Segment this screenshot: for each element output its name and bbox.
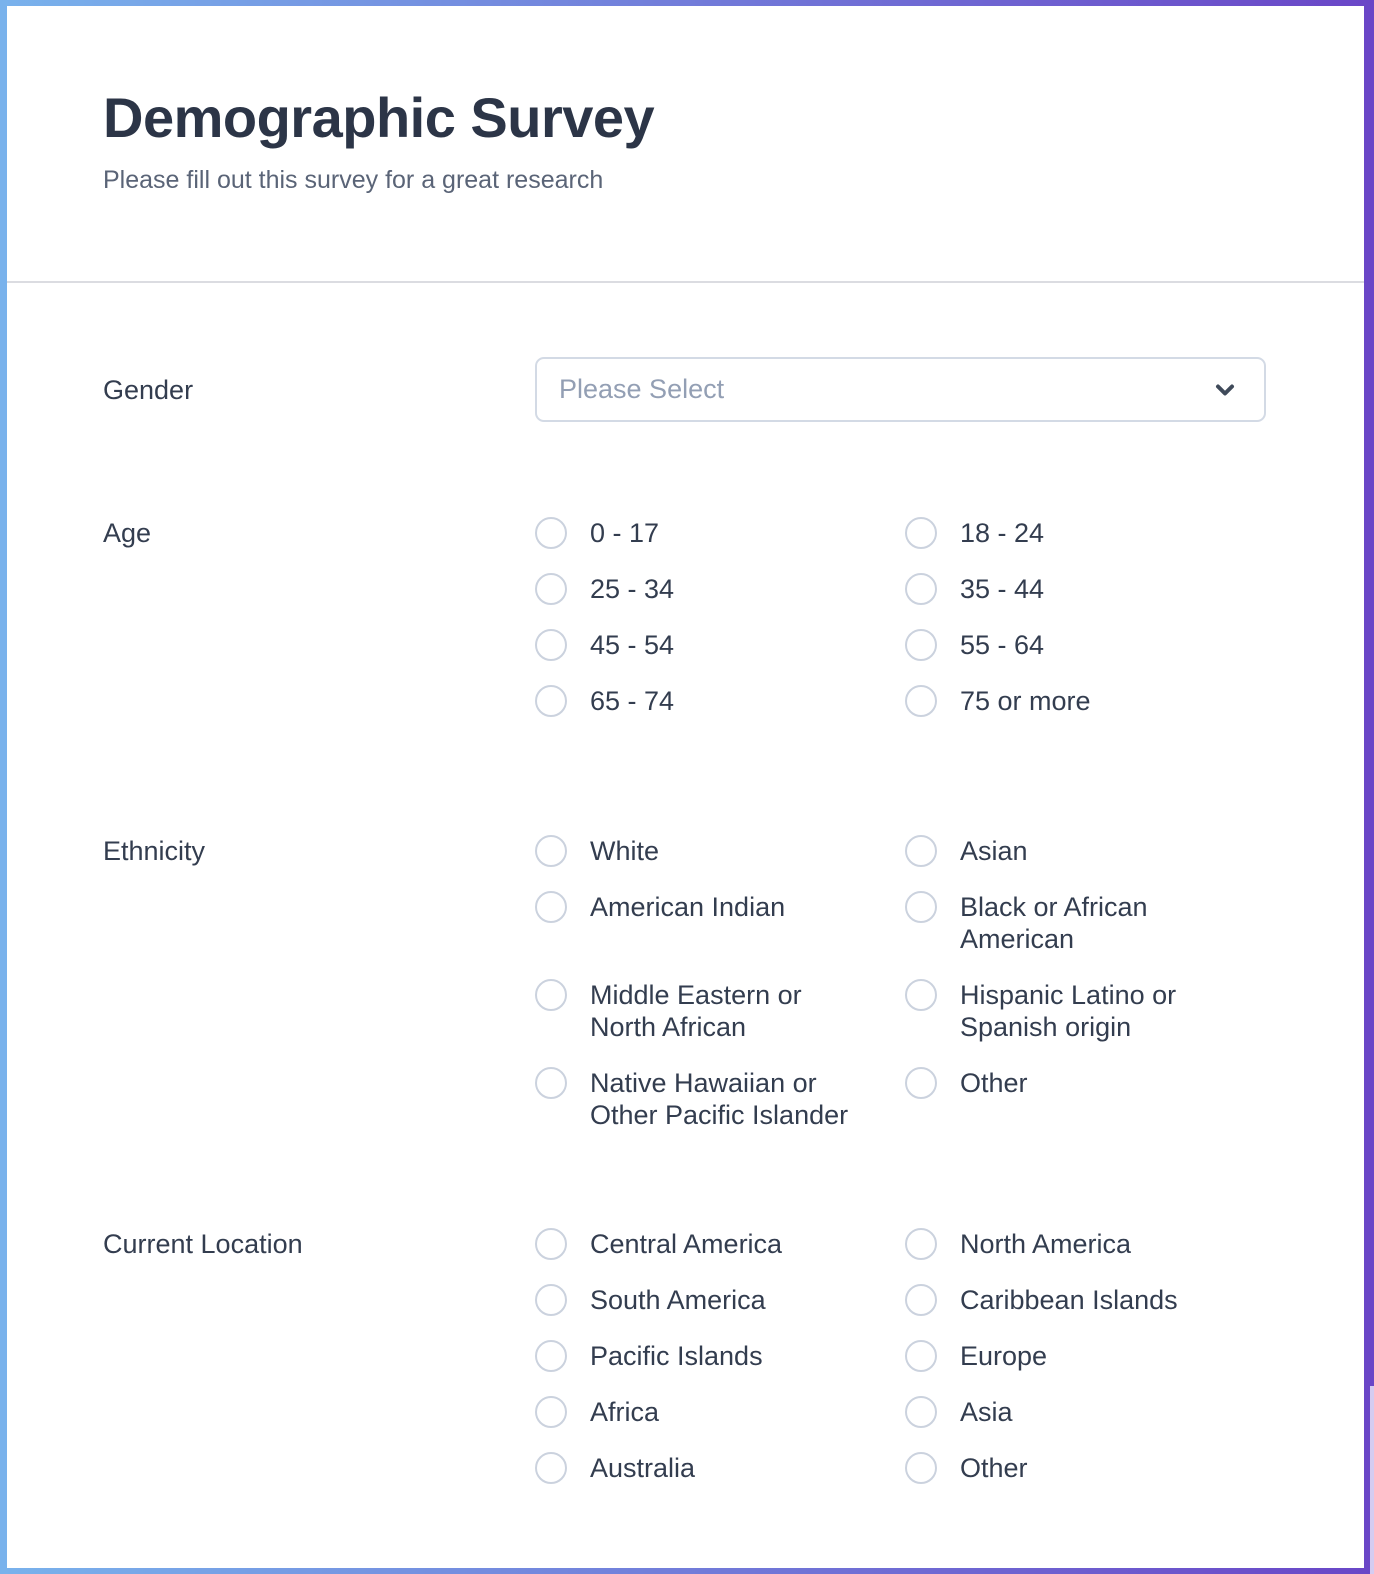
radio-button[interactable] bbox=[535, 685, 567, 717]
radio-button[interactable] bbox=[905, 835, 937, 867]
field-current-location: Current Location Central America North Am… bbox=[103, 1228, 1266, 1484]
age-option[interactable]: 0 - 17 bbox=[535, 517, 905, 549]
radio-button[interactable] bbox=[535, 979, 567, 1011]
location-option[interactable]: Other bbox=[905, 1452, 1266, 1484]
location-option[interactable]: Africa bbox=[535, 1396, 905, 1428]
chevron-down-icon bbox=[1212, 377, 1238, 403]
radio-button[interactable] bbox=[535, 517, 567, 549]
radio-button[interactable] bbox=[535, 1452, 567, 1484]
radio-button[interactable] bbox=[535, 1067, 567, 1099]
form-header: Demographic Survey Please fill out this … bbox=[7, 6, 1364, 198]
gender-label: Gender bbox=[103, 374, 194, 405]
option-label: Africa bbox=[590, 1397, 660, 1427]
ethnicity-option[interactable]: American Indian bbox=[535, 891, 905, 955]
location-option[interactable]: Central America bbox=[535, 1228, 905, 1260]
location-option[interactable]: North America bbox=[905, 1228, 1266, 1260]
option-label: Europe bbox=[960, 1341, 1048, 1371]
page-subtitle: Please fill out this survey for a great … bbox=[103, 166, 604, 194]
scrollbar-thumb[interactable] bbox=[1370, 1386, 1374, 1574]
page-title: Demographic Survey bbox=[103, 86, 655, 149]
option-label: 18 - 24 bbox=[960, 518, 1045, 548]
option-label: 75 or more bbox=[960, 686, 1091, 716]
option-label: Hispanic Latino or Spanish origin bbox=[960, 980, 1177, 1042]
option-label: Pacific Islands bbox=[590, 1341, 763, 1371]
gender-select[interactable]: Please Select bbox=[535, 357, 1266, 422]
radio-button[interactable] bbox=[535, 573, 567, 605]
location-option[interactable]: Caribbean Islands bbox=[905, 1284, 1266, 1316]
age-option[interactable]: 55 - 64 bbox=[905, 629, 1266, 661]
option-label: Other bbox=[960, 1068, 1028, 1098]
option-label: 25 - 34 bbox=[590, 574, 675, 604]
radio-button[interactable] bbox=[905, 891, 937, 923]
radio-button[interactable] bbox=[905, 517, 937, 549]
location-option[interactable]: Europe bbox=[905, 1340, 1266, 1372]
radio-button[interactable] bbox=[535, 1340, 567, 1372]
age-option[interactable]: 18 - 24 bbox=[905, 517, 1266, 549]
radio-button[interactable] bbox=[905, 1067, 937, 1099]
option-label: Central America bbox=[590, 1229, 783, 1259]
option-label: Middle Eastern or North African bbox=[590, 980, 802, 1042]
option-label: Black or African American bbox=[960, 892, 1148, 954]
radio-button[interactable] bbox=[905, 979, 937, 1011]
survey-card: Demographic Survey Please fill out this … bbox=[7, 6, 1364, 1568]
radio-button[interactable] bbox=[905, 685, 937, 717]
radio-button[interactable] bbox=[535, 1228, 567, 1260]
option-label: White bbox=[590, 836, 660, 866]
option-label: Other bbox=[960, 1453, 1028, 1483]
option-label: Native Hawaiian or Other Pacific Islande… bbox=[590, 1068, 849, 1130]
age-option[interactable]: 75 or more bbox=[905, 685, 1266, 717]
age-option[interactable]: 45 - 54 bbox=[535, 629, 905, 661]
radio-button[interactable] bbox=[905, 1228, 937, 1260]
option-label: 0 - 17 bbox=[590, 518, 660, 548]
option-label: Caribbean Islands bbox=[960, 1285, 1178, 1315]
radio-button[interactable] bbox=[905, 1396, 937, 1428]
ethnicity-option[interactable]: Other bbox=[905, 1067, 1266, 1131]
option-label: 65 - 74 bbox=[590, 686, 675, 716]
radio-button[interactable] bbox=[905, 573, 937, 605]
location-option[interactable]: Pacific Islands bbox=[535, 1340, 905, 1372]
option-label: 55 - 64 bbox=[960, 630, 1045, 660]
ethnicity-option[interactable]: White bbox=[535, 835, 905, 867]
field-ethnicity: Ethnicity White Asian American Indian Black… bbox=[103, 835, 1266, 1131]
age-label: Age bbox=[103, 518, 152, 548]
field-gender: Gender Please Select bbox=[103, 357, 1266, 422]
ethnicity-options: White Asian American Indian Black or Africa… bbox=[535, 835, 1266, 1131]
radio-button[interactable] bbox=[535, 835, 567, 867]
radio-button[interactable] bbox=[535, 1284, 567, 1316]
option-label: Asia bbox=[960, 1397, 1013, 1427]
current-location-options: Central America North America South Americ… bbox=[535, 1228, 1266, 1484]
radio-button[interactable] bbox=[535, 891, 567, 923]
location-option[interactable]: Australia bbox=[535, 1452, 905, 1484]
radio-button[interactable] bbox=[535, 1396, 567, 1428]
option-label: Australia bbox=[590, 1453, 696, 1483]
current-location-label: Current Location bbox=[103, 1229, 303, 1259]
gender-select-placeholder: Please Select bbox=[559, 374, 725, 404]
ethnicity-option[interactable]: Hispanic Latino or Spanish origin bbox=[905, 979, 1266, 1043]
location-option[interactable]: Asia bbox=[905, 1396, 1266, 1428]
age-option[interactable]: 35 - 44 bbox=[905, 573, 1266, 605]
survey-form: Gender Please Select Age 0 - 17 18 - 24 25… bbox=[7, 283, 1364, 1568]
ethnicity-option[interactable]: Middle Eastern or North African bbox=[535, 979, 905, 1043]
option-label: 45 - 54 bbox=[590, 630, 675, 660]
age-option[interactable]: 65 - 74 bbox=[535, 685, 905, 717]
option-label: North America bbox=[960, 1229, 1132, 1259]
ethnicity-label: Ethnicity bbox=[103, 836, 206, 866]
option-label: 35 - 44 bbox=[960, 574, 1045, 604]
radio-button[interactable] bbox=[905, 1284, 937, 1316]
option-label: South America bbox=[590, 1285, 766, 1315]
option-label: American Indian bbox=[590, 892, 786, 922]
ethnicity-option[interactable]: Black or African American bbox=[905, 891, 1266, 955]
radio-button[interactable] bbox=[535, 629, 567, 661]
age-option[interactable]: 25 - 34 bbox=[535, 573, 905, 605]
radio-button[interactable] bbox=[905, 629, 937, 661]
option-label: Asian bbox=[960, 836, 1028, 866]
location-option[interactable]: South America bbox=[535, 1284, 905, 1316]
radio-button[interactable] bbox=[905, 1452, 937, 1484]
age-options: 0 - 17 18 - 24 25 - 34 35 - 44 45 - 54 55 - 6… bbox=[535, 517, 1266, 717]
ethnicity-option[interactable]: Native Hawaiian or Other Pacific Islande… bbox=[535, 1067, 905, 1131]
radio-button[interactable] bbox=[905, 1340, 937, 1372]
ethnicity-option[interactable]: Asian bbox=[905, 835, 1266, 867]
field-age: Age 0 - 17 18 - 24 25 - 34 35 - 44 45 - 54 55… bbox=[103, 517, 1266, 717]
header-divider bbox=[7, 281, 1364, 283]
